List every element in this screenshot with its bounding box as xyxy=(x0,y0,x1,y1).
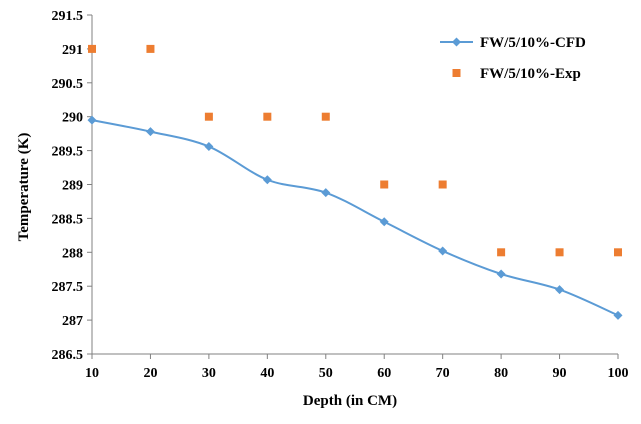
axes-layer: 286.5 287 287.5 288 288.5 289 289.5 290 290.5 291… xyxy=(52,9,629,381)
series-exp xyxy=(88,44,622,257)
cfd-point xyxy=(438,246,448,256)
y-tick-label: 286.5 xyxy=(52,348,84,363)
x-tick-label: 20 xyxy=(143,366,157,381)
series-cfd xyxy=(87,115,623,320)
exp-point xyxy=(88,44,96,53)
cfd-point xyxy=(262,175,272,185)
legend-exp-label: FW/5/10%-Exp xyxy=(480,66,581,82)
x-tick-label: 100 xyxy=(608,366,629,381)
x-tick-label: 50 xyxy=(319,366,333,381)
exp-point xyxy=(204,112,213,121)
y-axis-title: Temperature (K) xyxy=(16,133,32,242)
cfd-point xyxy=(145,127,155,137)
exp-point xyxy=(263,112,272,121)
exp-point xyxy=(555,248,564,257)
series-layer xyxy=(87,44,623,320)
y-tick-label: 291 xyxy=(62,43,83,58)
x-tick-label: 80 xyxy=(494,366,508,381)
cfd-point xyxy=(87,115,97,125)
y-tick-label: 290 xyxy=(62,111,83,126)
x-tick-label: 90 xyxy=(553,366,567,381)
y-tick-label: 288 xyxy=(62,246,83,261)
legend-exp-marker xyxy=(452,69,461,77)
x-tick-label: 10 xyxy=(85,366,99,381)
cfd-point xyxy=(379,217,389,227)
x-tick-label: 70 xyxy=(436,366,450,381)
y-tick-label: 291.5 xyxy=(52,9,84,24)
cfd-point xyxy=(613,310,623,320)
x-tick-label: 40 xyxy=(260,366,274,381)
cfd-point xyxy=(321,188,331,198)
exp-point xyxy=(146,44,155,53)
y-tick-label: 289.5 xyxy=(52,145,84,160)
exp-point xyxy=(497,248,506,257)
x-axis-title: Depth (in CM) xyxy=(303,393,397,409)
exp-point xyxy=(438,180,447,189)
legend-cfd-marker xyxy=(452,37,461,47)
x-tick-label: 60 xyxy=(377,366,391,381)
exp-point xyxy=(380,180,389,189)
y-tick-label: 290.5 xyxy=(52,77,84,92)
legend-cfd-label: FW/5/10%-CFD xyxy=(480,35,586,51)
cfd-line xyxy=(91,119,619,317)
y-tick-label: 289 xyxy=(62,179,83,194)
legend: FW/5/10%-CFD FW/5/10%-Exp xyxy=(440,35,586,82)
y-tick-label: 287.5 xyxy=(52,280,84,295)
cfd-point xyxy=(496,269,506,279)
y-tick-label: 288.5 xyxy=(52,212,84,227)
x-tick-label: 30 xyxy=(202,366,216,381)
cfd-point xyxy=(555,285,565,295)
exp-point xyxy=(321,112,330,121)
exp-point xyxy=(614,248,622,257)
y-tick-label: 287 xyxy=(62,314,83,329)
cfd-point xyxy=(204,142,214,152)
